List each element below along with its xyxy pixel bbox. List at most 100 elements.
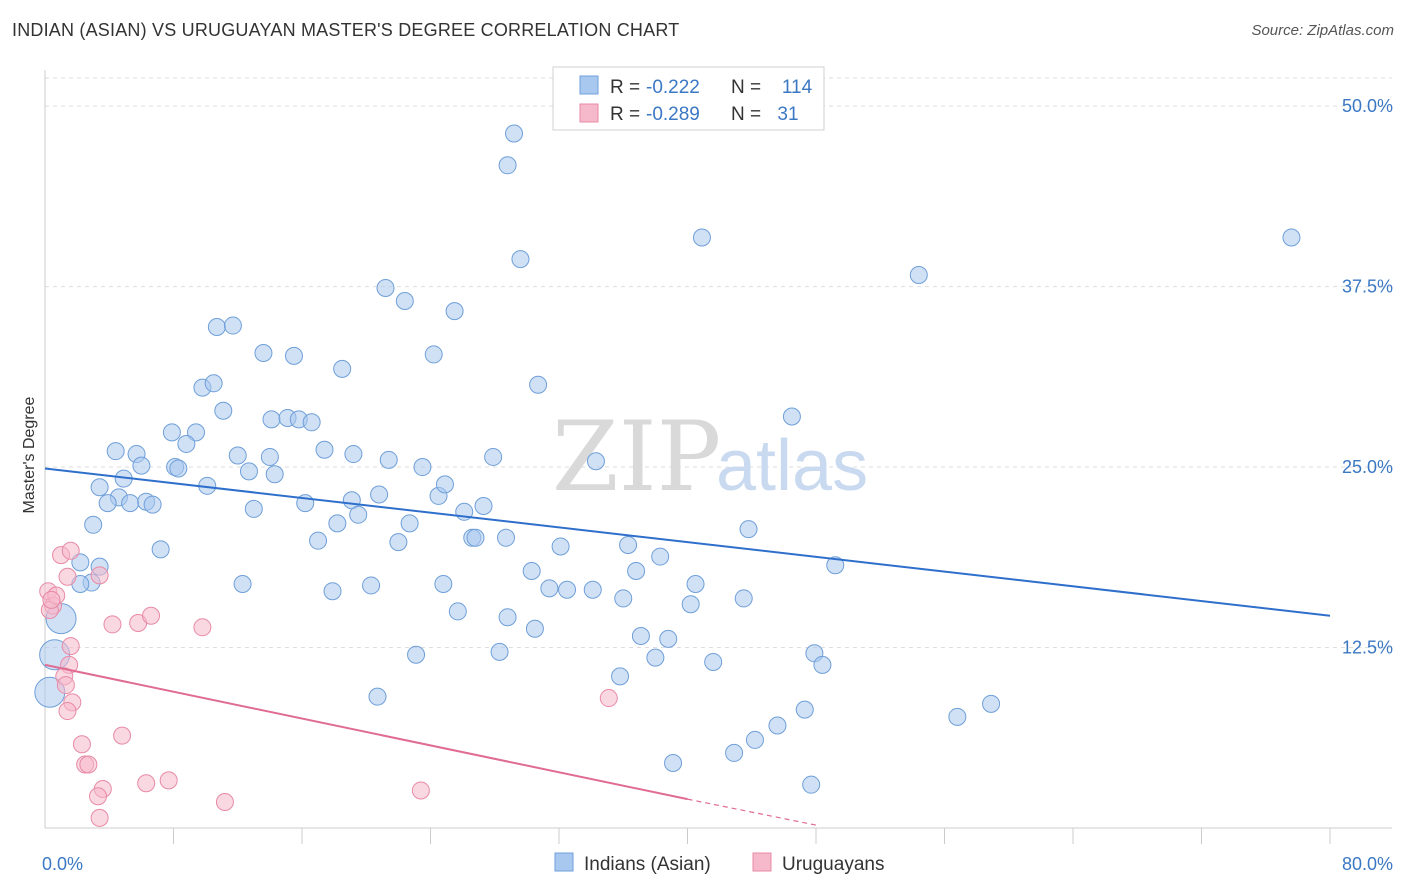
indians-point [262,410,281,429]
indians-point [260,447,279,466]
uruguayans-point [193,618,212,637]
y-tick-label: 25.0% [1342,457,1393,477]
stats-r-label-uruguayans: R = [610,104,640,125]
uruguayans-point [90,808,109,827]
points-layer [34,124,1301,827]
indians-point [551,537,570,556]
indians-point [614,589,633,608]
x-tick-label: 0.0% [42,854,83,874]
indians-point [681,595,700,614]
uruguayans-point [90,566,109,585]
indians-point [233,574,252,593]
indians-point [448,602,467,621]
uruguayans-point [61,541,80,560]
indians-point [982,694,1001,713]
indians-point [389,533,408,552]
uruguayans-point [137,774,156,793]
indians-point [490,642,509,661]
y-tick-label: 12.5% [1342,638,1393,658]
indians-point [909,266,928,285]
indians-point [1282,228,1301,247]
indians-point [169,459,188,478]
uruguayans-point [103,615,122,634]
indians-point [223,316,242,335]
chart-title: INDIAN (ASIAN) VS URUGUAYAN MASTER'S DEG… [12,20,680,40]
indians-point [214,401,233,420]
indians-point [498,608,517,627]
indians-point [664,754,683,773]
uruguayans-point [159,771,178,790]
indians-point [309,531,328,550]
stats-r-value-uruguayans: -0.289 [646,104,700,125]
indians-point [98,494,117,513]
uruguayans-trend-line [44,663,688,801]
indians-point [90,478,109,497]
indians-point [207,317,226,336]
uruguayans-point [142,606,161,625]
indians-point [795,700,814,719]
indians-point [333,359,352,378]
indians-point [424,345,443,364]
uruguayans-point [215,793,234,812]
indians-point [498,156,517,175]
uruguayans-point [58,702,77,721]
indians-point [254,343,273,362]
uruguayans-point [411,781,430,800]
indians-point [734,589,753,608]
indians-point [143,495,162,514]
stats-legend-swatch-indians [579,75,599,95]
stats-n-value-indians: 114 [782,77,813,98]
legend-label-indians: Indians (Asian) [584,854,711,875]
indians-point [627,562,646,581]
indians-point [349,505,368,524]
indians-point [407,645,426,664]
indians-point [522,562,541,581]
indians-point [177,434,196,453]
indians-point [813,655,832,674]
indians-point [434,574,453,593]
indians-point [540,579,559,598]
indians-point [265,465,284,484]
indians-point [370,485,389,504]
uruguayans-point [79,755,98,774]
watermark-atlas: atlas [716,426,868,506]
indians-point [505,124,524,143]
chart-source: Source: ZipAtlas.com [1251,22,1394,39]
stats-legend: R = -0.222 N = 114 R = -0.289 N = 31 [552,66,825,131]
indians-point [71,553,90,572]
indians-point [84,515,103,534]
indians-point [302,413,321,432]
stats-n-value-uruguayans: 31 [777,104,798,125]
indians-point [362,576,381,595]
indians-point [484,447,503,466]
indians-point [323,582,342,601]
uruguayans-point [42,590,61,609]
trend-layer [44,467,1331,826]
watermark: ZIP atlas [552,401,868,513]
uruguayans-trend-extension [687,798,817,826]
legend-swatch-uruguayans [752,852,772,872]
indians-point [826,556,845,575]
indians-point [525,619,544,638]
indians-point [782,407,801,426]
indians-point [162,423,181,442]
indians-point [802,775,821,794]
indians-point [631,626,650,645]
indians-point [315,440,334,459]
uruguayans-point [113,726,132,745]
indians-point [686,574,705,593]
indians-point [239,462,258,481]
indians-point [379,450,398,469]
indians-point [228,446,247,465]
indians-point [586,452,605,471]
indians-point [368,687,387,706]
legend-label-uruguayans: Uruguayans [782,854,884,875]
indians-point [244,499,263,518]
indians-point [611,667,630,686]
legend-swatch-indians [554,852,574,872]
indians-point [186,423,205,442]
indians-point [651,547,670,566]
indians-point [435,475,454,494]
indians-point [496,528,515,547]
